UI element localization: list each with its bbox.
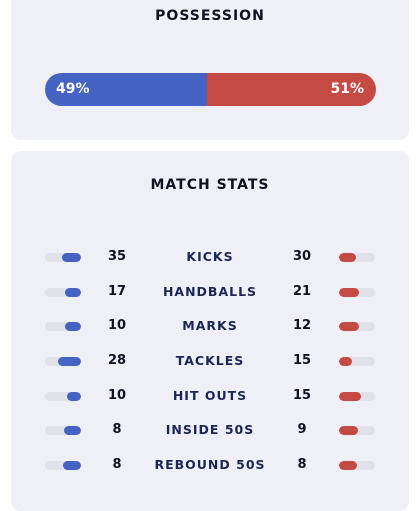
stat-label: KICKS (186, 249, 234, 264)
away-stat-bar (339, 322, 375, 332)
home-stat-bar-fill (61, 253, 81, 262)
possession-card: POSSESSION 49% 51% (11, 0, 409, 140)
home-stat-bar (45, 253, 81, 262)
possession-home-value: 49% (56, 81, 90, 97)
possession-home-segment: 49% (45, 73, 208, 106)
home-stat-value: 35 (107, 249, 127, 264)
home-stat-bar-fill (66, 391, 81, 401)
stat-label: TACKLES (175, 353, 245, 369)
stat-label: INSIDE 50S (165, 422, 255, 438)
away-stat-bar-fill (339, 253, 356, 262)
home-stat-value: 17 (107, 283, 127, 299)
stat-row: 10 HIT OUTS 15 (11, 380, 409, 415)
stat-rows: 35 KICKS 30 17 HANDBALLS 21 10 MARKS 12 28 TACKLES… (11, 241, 409, 484)
possession-away-value: 51% (330, 81, 364, 97)
stat-label: MARKS (182, 318, 238, 334)
stat-row: 10 MARKS 12 (11, 310, 409, 345)
possession-bar: 49% 51% (45, 73, 376, 106)
away-stat-bar (339, 287, 375, 297)
away-stat-value: 21 (292, 283, 312, 299)
home-stat-value: 10 (107, 318, 127, 334)
home-stat-bar (45, 461, 81, 471)
match-stats-title: MATCH STATS (150, 177, 270, 193)
stat-row: 28 TACKLES 15 (11, 345, 409, 380)
home-stat-bar-fill (64, 426, 81, 436)
away-stat-bar-fill (339, 426, 359, 436)
possession-away-segment: 51% (207, 73, 376, 106)
stat-label: HIT OUTS (172, 387, 248, 403)
away-stat-bar (339, 391, 375, 401)
home-stat-bar (45, 357, 81, 367)
home-stat-value: 8 (112, 422, 122, 438)
stat-row: 17 HANDBALLS 21 (11, 276, 409, 311)
stat-label: REBOUND 50S (154, 457, 266, 473)
away-stat-value: 15 (292, 387, 312, 403)
away-stat-value: 9 (297, 422, 307, 438)
away-stat-value: 15 (292, 353, 312, 369)
possession-title: POSSESSION (155, 8, 265, 24)
match-stats-card: MATCH STATS 35 KICKS 30 17 HANDBALLS 21 10 MARK… (11, 151, 409, 511)
home-stat-value: 28 (107, 353, 127, 369)
home-stat-bar-fill (64, 322, 81, 332)
away-stat-bar-fill (339, 391, 361, 401)
away-stat-bar-fill (339, 461, 357, 471)
home-stat-bar-fill (57, 357, 81, 367)
away-stat-bar (339, 357, 375, 367)
home-stat-bar-fill (63, 461, 81, 471)
home-stat-bar (45, 391, 81, 401)
home-stat-bar (45, 426, 81, 436)
away-stat-value: 30 (292, 249, 312, 264)
home-stat-value: 10 (107, 387, 127, 403)
home-stat-bar-fill (64, 287, 81, 297)
away-stat-bar-fill (339, 357, 352, 367)
away-stat-value: 8 (297, 457, 307, 473)
away-stat-bar-fill (339, 287, 359, 297)
away-stat-bar (339, 461, 375, 471)
home-stat-value: 8 (112, 457, 122, 473)
stat-label: HANDBALLS (162, 283, 258, 299)
away-stat-bar (339, 426, 375, 436)
away-stat-bar-fill (339, 322, 359, 332)
away-stat-bar (339, 253, 375, 262)
away-stat-value: 12 (292, 318, 312, 334)
stat-row: 8 REBOUND 50S 8 (11, 449, 409, 484)
stat-row: 35 KICKS 30 (11, 241, 409, 276)
home-stat-bar (45, 322, 81, 332)
home-stat-bar (45, 287, 81, 297)
stat-row: 8 INSIDE 50S 9 (11, 414, 409, 449)
